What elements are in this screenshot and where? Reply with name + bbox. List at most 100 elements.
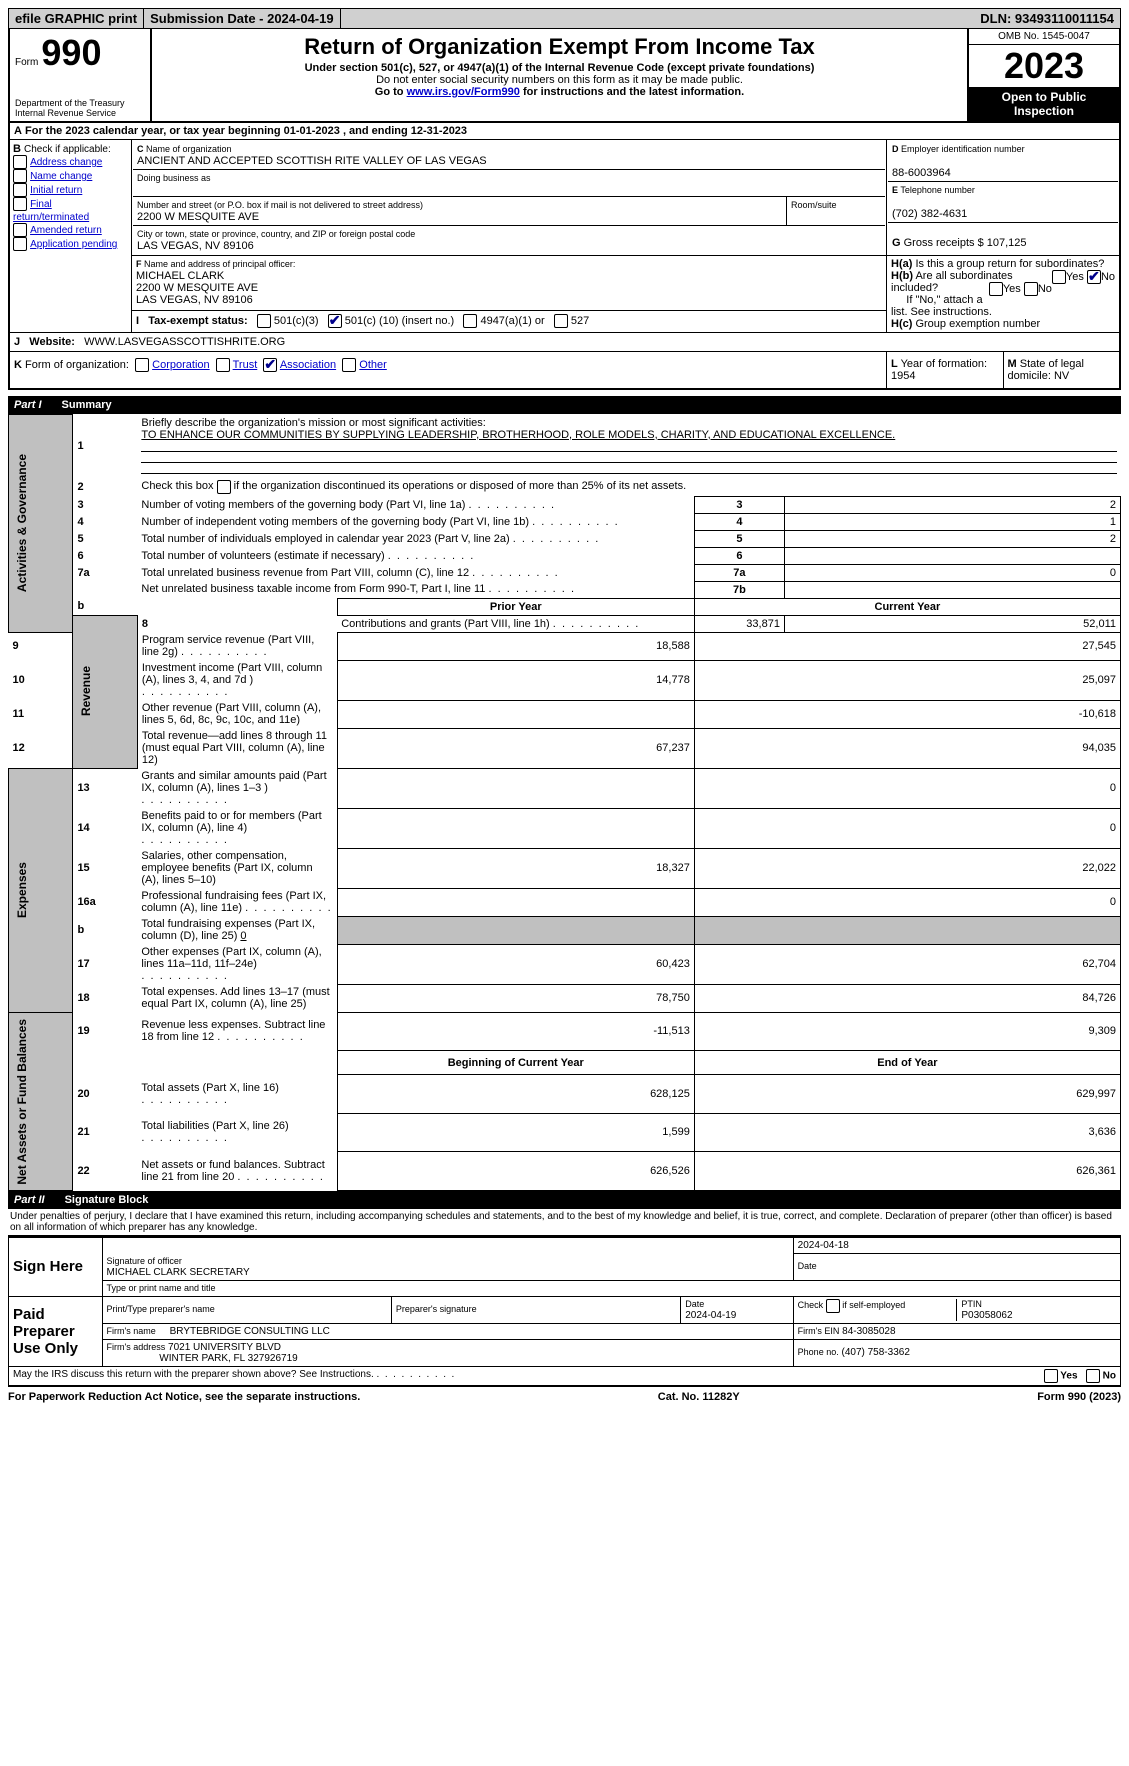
cb-discontinued[interactable]	[217, 480, 231, 494]
l1-label: Briefly describe the organization's miss…	[141, 417, 485, 429]
sign-here: Sign Here	[9, 1238, 103, 1297]
l7a-label: Total unrelated business revenue from Pa…	[137, 564, 694, 581]
subtitle-1: Under section 501(c), 527, or 4947(a)(1)…	[157, 62, 962, 74]
cb-501c3[interactable]	[257, 314, 271, 328]
footer-center: Cat. No. 11282Y	[658, 1391, 740, 1403]
part2-title: Signature Block	[65, 1194, 149, 1206]
yes-text2: Yes	[1003, 283, 1021, 295]
cb-corp[interactable]	[135, 358, 149, 372]
opt-trust[interactable]: Trust	[233, 359, 258, 371]
l6-val	[784, 547, 1120, 564]
l20-label: Total assets (Part X, line 16)	[137, 1074, 337, 1113]
cb-hb-no[interactable]	[1024, 282, 1038, 296]
cb-address-change[interactable]	[13, 155, 27, 169]
l18-curr: 84,726	[694, 984, 1120, 1012]
opt-initial-return[interactable]: Initial return	[30, 185, 82, 196]
part1-num: Part I	[14, 399, 42, 411]
website-value: WWW.LASVEGASSCOTTISHRITE.ORG	[84, 336, 285, 348]
cb-527[interactable]	[554, 314, 568, 328]
open-public: Open to Public Inspection	[969, 87, 1119, 121]
officer-sig-name: MICHAEL CLARK SECRETARY	[107, 1267, 250, 1278]
hb-note: If "No," attach a list. See instructions…	[891, 294, 992, 318]
l5-val: 2	[784, 530, 1120, 547]
l16a-prior	[337, 888, 694, 916]
l8-label: Contributions and grants (Part VIII, lin…	[337, 615, 694, 632]
firm-addr-label: Firm's address	[107, 1342, 166, 1352]
cb-other[interactable]	[342, 358, 356, 372]
firm-addr2: WINTER PARK, FL 327926719	[159, 1353, 297, 1364]
l18-label: Total expenses. Add lines 13–17 (must eq…	[137, 984, 337, 1012]
no-text: No	[1101, 271, 1115, 283]
opt-other[interactable]: Other	[359, 359, 387, 371]
phone-label: Telephone number	[900, 185, 975, 195]
l9-prior: 18,588	[337, 632, 694, 660]
form-number: 990	[41, 32, 101, 73]
cb-discuss-yes[interactable]	[1044, 1369, 1058, 1383]
cb-ha-no[interactable]	[1087, 270, 1101, 284]
cb-final-return[interactable]	[13, 197, 27, 211]
prep-date-label: Date	[685, 1299, 704, 1309]
form-header: Form 990 Department of the Treasury Inte…	[8, 29, 1121, 123]
gross-value: 107,125	[987, 237, 1027, 249]
cb-ha-yes[interactable]	[1052, 270, 1066, 284]
l16a-label: Professional fundraising fees (Part IX, …	[137, 888, 337, 916]
cb-4947[interactable]	[463, 314, 477, 328]
section-netassets: Net Assets or Fund Balances	[13, 1015, 31, 1189]
tax-year: 2023	[969, 45, 1119, 87]
sig-date: 2024-04-18	[793, 1238, 1120, 1254]
firm-phone-label: Phone no.	[798, 1347, 839, 1357]
opt-501c-c: ) (insert no.)	[395, 315, 454, 327]
cb-self-emp[interactable]	[826, 1299, 840, 1313]
part1-title: Summary	[62, 399, 112, 411]
opt-assoc[interactable]: Association	[280, 359, 336, 371]
cb-assoc[interactable]	[263, 358, 277, 372]
discuss-text: May the IRS discuss this return with the…	[13, 1369, 454, 1380]
section-b: B Check if applicable: Address change Na…	[9, 140, 132, 333]
prep-date: 2024-04-19	[685, 1310, 736, 1321]
l22-prior: 626,526	[337, 1152, 694, 1191]
l16a-curr: 0	[694, 888, 1120, 916]
cb-initial-return[interactable]	[13, 183, 27, 197]
l4-val: 1	[784, 513, 1120, 530]
part2-header: Part II Signature Block	[8, 1191, 1121, 1209]
ptin-label: PTIN	[961, 1299, 982, 1309]
l11-curr: -10,618	[694, 700, 1120, 728]
l14-label: Benefits paid to or for members (Part IX…	[137, 808, 337, 848]
cb-discuss-no[interactable]	[1086, 1369, 1100, 1383]
cb-hb-yes[interactable]	[989, 282, 1003, 296]
l15-prior: 18,327	[337, 848, 694, 888]
section-h: H(a) Is this a group return for subordin…	[887, 256, 1121, 333]
no-text2: No	[1038, 283, 1052, 295]
l8-curr: 52,011	[784, 615, 1120, 632]
l15-label: Salaries, other compensation, employee b…	[137, 848, 337, 888]
cb-amended[interactable]	[13, 223, 27, 237]
top-bar: efile GRAPHIC print Submission Date - 20…	[8, 8, 1121, 29]
part2-num: Part II	[14, 1194, 45, 1206]
discuss-no: No	[1103, 1370, 1116, 1381]
cb-trust[interactable]	[216, 358, 230, 372]
l4-label: Number of independent voting members of …	[137, 513, 694, 530]
section-activities: Activities & Governance	[13, 450, 31, 596]
hdr-beginning: Beginning of Current Year	[337, 1051, 694, 1075]
cb-app-pending[interactable]	[13, 237, 27, 251]
year-formation-label: Year of formation:	[901, 358, 987, 370]
opt-app-pending[interactable]: Application pending	[30, 239, 117, 250]
l20-curr: 629,997	[694, 1074, 1120, 1113]
paid-preparer: Paid Preparer Use Only	[9, 1296, 103, 1366]
opt-501c-a: 501(c) (	[345, 315, 383, 327]
opt-address-change[interactable]: Address change	[30, 157, 102, 168]
discuss-yes: Yes	[1060, 1370, 1077, 1381]
l22-label: Net assets or fund balances. Subtract li…	[137, 1152, 337, 1191]
cb-name-change[interactable]	[13, 169, 27, 183]
firm-ein: 84-3085028	[842, 1326, 895, 1337]
opt-amended[interactable]: Amended return	[30, 225, 102, 236]
l17-label: Other expenses (Part IX, column (A), lin…	[137, 944, 337, 984]
section-revenue: Revenue	[77, 662, 95, 720]
opt-corp[interactable]: Corporation	[152, 359, 209, 371]
form990-link[interactable]: www.irs.gov/Form990	[407, 86, 520, 98]
l13-label: Grants and similar amounts paid (Part IX…	[137, 768, 337, 808]
officer-addr2: LAS VEGAS, NV 89106	[136, 294, 253, 306]
room-label: Room/suite	[791, 200, 837, 210]
opt-name-change[interactable]: Name change	[30, 171, 92, 182]
cb-501c[interactable]	[328, 314, 342, 328]
